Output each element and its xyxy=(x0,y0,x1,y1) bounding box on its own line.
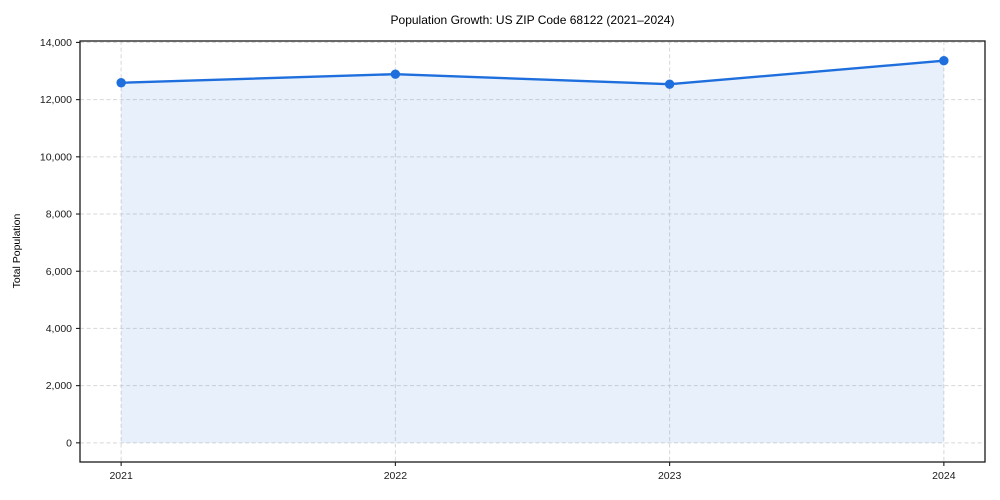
area-fill-shape xyxy=(121,60,944,443)
data-line xyxy=(119,59,946,86)
y-tick-label: 2,000 xyxy=(46,380,72,392)
y-axis-label: Total Population xyxy=(11,213,23,289)
x-tick-label: 2021 xyxy=(109,470,133,482)
y-tick-label: 12,000 xyxy=(40,94,72,106)
y-tick-label: 14,000 xyxy=(40,37,72,49)
y-tick-label: 10,000 xyxy=(40,151,72,163)
x-tick-labels: 2021 2022 2023 2024 xyxy=(109,470,955,482)
y-tick-label: 0 xyxy=(66,437,72,449)
gridlines xyxy=(80,41,985,462)
data-point xyxy=(116,78,126,88)
axes-spines xyxy=(79,40,986,463)
data-point xyxy=(390,69,401,79)
x-tick-label: 2023 xyxy=(658,470,682,482)
y-tick-label: 8,000 xyxy=(46,209,72,221)
series-line xyxy=(119,59,946,86)
x-tick-label: 2022 xyxy=(384,470,408,482)
chart-title: Population Growth: US ZIP Code 68122 (20… xyxy=(390,13,675,27)
x-tick-label: 2024 xyxy=(932,470,956,482)
data-point xyxy=(939,56,949,66)
y-tick-label: 4,000 xyxy=(46,323,72,335)
axis-tick-marks xyxy=(76,41,945,466)
data-point-markers xyxy=(116,56,949,89)
y-tick-labels: 0 2,000 4,000 6,000 8,000 10,000 12,000 14,000 xyxy=(40,37,72,449)
data-point xyxy=(664,79,675,89)
y-tick-label: 6,000 xyxy=(46,266,72,278)
axes-box xyxy=(79,40,986,463)
area-fill xyxy=(121,60,944,443)
